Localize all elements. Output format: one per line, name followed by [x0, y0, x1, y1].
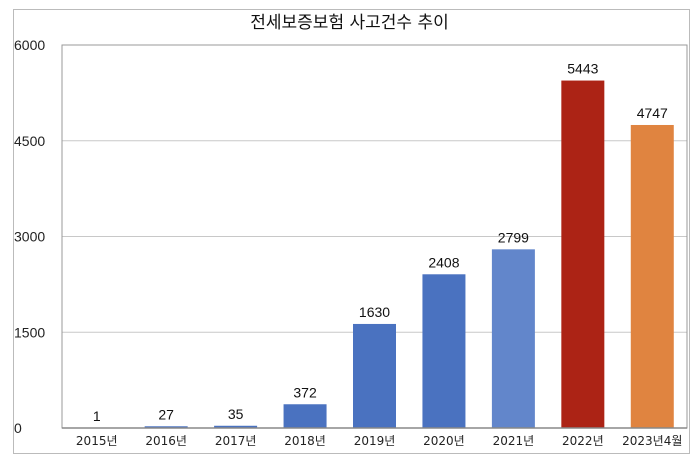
bar — [283, 404, 327, 428]
data-label: 27 — [158, 406, 174, 422]
y-tick-label: 3000 — [14, 229, 45, 245]
y-tick-label: 1500 — [14, 324, 45, 340]
bar — [491, 249, 535, 428]
y-tick-label: 0 — [14, 420, 22, 436]
x-tick-label: 2015년 — [76, 434, 118, 448]
bar — [353, 323, 396, 428]
data-label: 2799 — [498, 229, 529, 245]
bar — [214, 425, 258, 428]
chart-title: 전세보증보험 사고건수 추이 — [250, 13, 449, 33]
y-tick-label: 4500 — [14, 133, 45, 149]
x-tick-label: 2020년 — [423, 434, 465, 448]
bar — [561, 80, 605, 428]
y-tick-label: 6000 — [14, 37, 45, 53]
bar — [630, 124, 674, 429]
data-label: 4747 — [637, 105, 668, 121]
data-label: 372 — [293, 384, 317, 400]
data-label: 1 — [93, 408, 101, 424]
data-label: 35 — [228, 406, 244, 422]
bar — [144, 426, 188, 428]
x-tick-label: 2022년 — [562, 434, 604, 448]
x-tick-label: 2019년 — [354, 434, 396, 448]
x-tick-label: 2017년 — [215, 434, 257, 448]
x-tick-label: 2018년 — [284, 434, 326, 448]
x-tick-label: 2016년 — [145, 434, 187, 448]
x-tick-label: 2023년4월 — [622, 434, 682, 448]
chart-frame — [13, 9, 690, 454]
bar — [422, 274, 466, 428]
data-label: 5443 — [567, 61, 598, 77]
data-label: 2408 — [428, 254, 459, 270]
data-label: 1630 — [359, 304, 390, 320]
x-tick-label: 2021년 — [493, 434, 535, 448]
